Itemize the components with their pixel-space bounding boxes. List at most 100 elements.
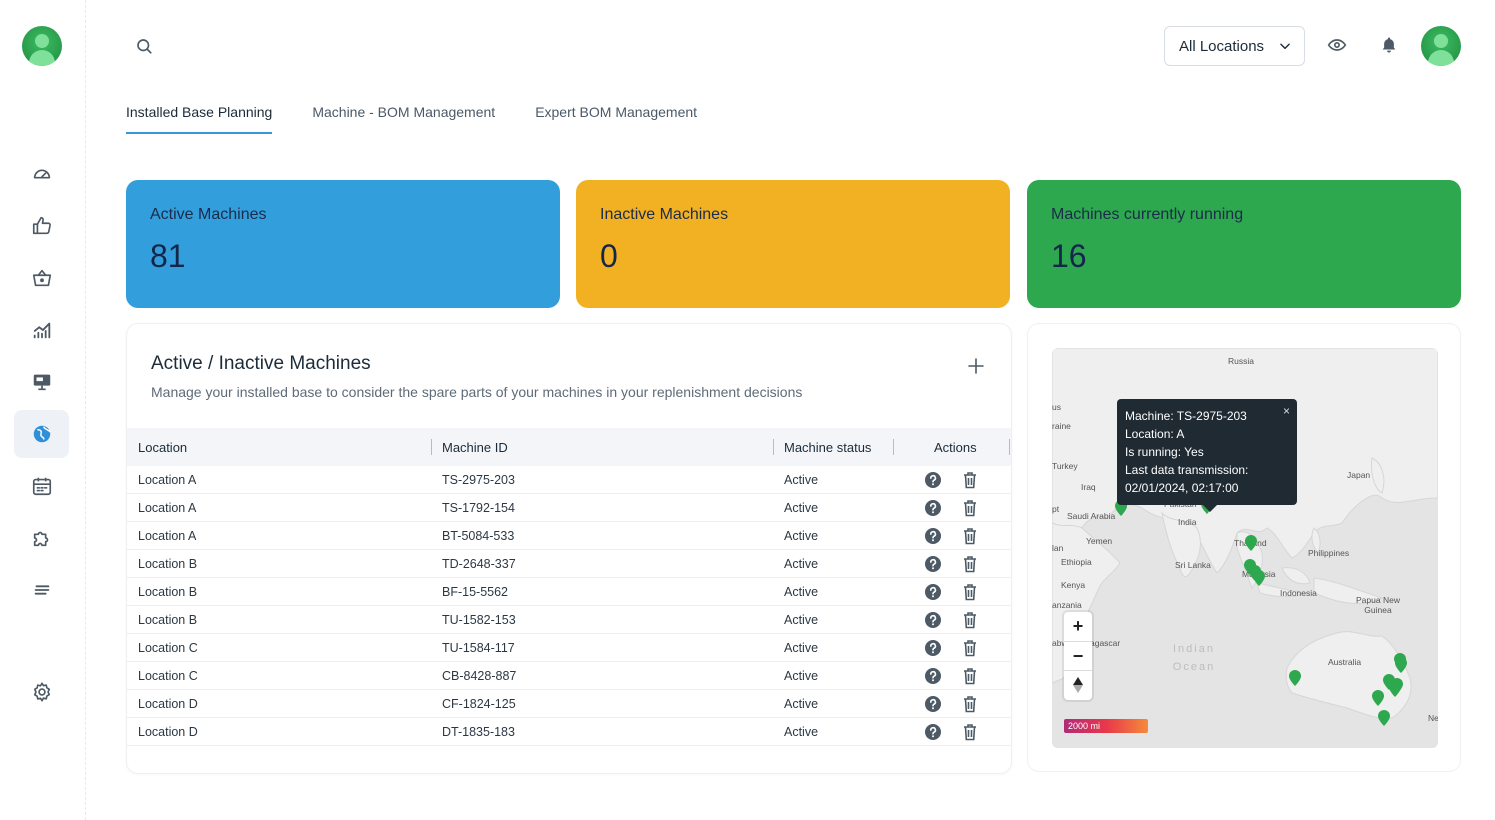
bell-icon xyxy=(1382,37,1396,53)
cell-location: Location D xyxy=(138,697,198,711)
trash-icon[interactable] xyxy=(963,723,977,741)
table-row[interactable]: Location A TS-2975-203 Active xyxy=(127,466,1011,494)
machine-pin[interactable] xyxy=(1253,570,1265,586)
sidebar-item-dashboard[interactable] xyxy=(14,150,69,198)
sidebar-item-machines[interactable] xyxy=(14,358,69,406)
trash-icon[interactable] xyxy=(963,527,977,545)
column-divider[interactable] xyxy=(773,439,774,455)
search-icon xyxy=(137,39,152,54)
trash-icon[interactable] xyxy=(963,639,977,657)
cell-machine-id: CF-1824-125 xyxy=(442,697,516,711)
cell-location: Location A xyxy=(138,473,197,487)
help-icon[interactable] xyxy=(925,612,941,628)
cell-status: Active xyxy=(784,613,819,627)
help-icon[interactable] xyxy=(925,500,941,516)
cell-machine-id: TS-2975-203 xyxy=(442,473,515,487)
sidebar-item-recommendations[interactable] xyxy=(14,202,69,250)
table-row[interactable]: Location A BT-5084-533 Active xyxy=(127,522,1011,550)
machines-panel: Active / Inactive Machines Manage your i… xyxy=(126,323,1012,774)
sidebar-item-orders[interactable] xyxy=(14,254,69,302)
tooltip-last-transmission-label: Last data transmission: xyxy=(1125,463,1249,477)
table-row[interactable]: Location B TD-2648-337 Active xyxy=(127,550,1011,578)
help-icon[interactable] xyxy=(925,640,941,656)
table-row[interactable]: Location D DT-1835-183 Active xyxy=(127,718,1011,746)
machine-tooltip: × Machine: TS-2975-203 Location: A Is ru… xyxy=(1117,399,1297,512)
zoom-in-button[interactable]: + xyxy=(1072,616,1084,636)
table-row[interactable]: Location B TU-1582-153 Active xyxy=(127,606,1011,634)
tooltip-close-button[interactable]: × xyxy=(1282,404,1290,418)
help-icon[interactable] xyxy=(925,472,941,488)
machine-pin[interactable] xyxy=(1289,670,1301,686)
zoom-out-button[interactable]: − xyxy=(1064,641,1092,670)
machine-pin[interactable] xyxy=(1245,535,1257,551)
cell-machine-id: DT-1835-183 xyxy=(442,725,515,739)
location-select[interactable]: All Locations xyxy=(1164,26,1305,66)
cell-status: Active xyxy=(784,529,819,543)
trash-icon[interactable] xyxy=(963,667,977,685)
compass-button[interactable] xyxy=(1064,670,1092,699)
user-avatar[interactable] xyxy=(1421,26,1461,66)
cell-machine-id: TU-1584-117 xyxy=(442,641,515,655)
help-icon[interactable] xyxy=(925,584,941,600)
help-icon[interactable] xyxy=(925,668,941,684)
table-row[interactable]: Location C CB-8428-887 Active xyxy=(127,662,1011,690)
column-header-machine-id[interactable]: Machine ID xyxy=(442,440,508,455)
inactive-machines-card: Inactive Machines 0 xyxy=(576,180,1010,308)
view-toggle-button[interactable] xyxy=(1326,34,1348,56)
sidebar-item-calendar[interactable] xyxy=(14,462,69,510)
help-icon[interactable] xyxy=(925,556,941,572)
machine-pin[interactable] xyxy=(1372,690,1384,706)
help-icon[interactable] xyxy=(925,696,941,712)
column-divider[interactable] xyxy=(893,439,894,455)
cell-location: Location C xyxy=(138,669,198,683)
trash-icon[interactable] xyxy=(963,499,977,517)
tab-installed-base-planning[interactable]: Installed Base Planning xyxy=(126,104,273,134)
table-header: Location Machine ID Machine status Actio… xyxy=(127,428,1011,466)
tab-expert-bom-management[interactable]: Expert BOM Management xyxy=(535,104,698,120)
running-machines-label: Machines currently running xyxy=(1051,206,1244,223)
machine-pin[interactable] xyxy=(1395,657,1407,673)
help-icon[interactable] xyxy=(925,724,941,740)
machine-pin[interactable] xyxy=(1389,681,1401,697)
column-header-location[interactable]: Location xyxy=(138,440,188,455)
column-header-actions: Actions xyxy=(934,440,977,455)
trash-icon[interactable] xyxy=(963,695,977,713)
sidebar-item-installed-base[interactable] xyxy=(14,410,69,458)
trash-icon[interactable] xyxy=(963,471,977,489)
sidebar xyxy=(0,0,86,820)
cell-status: Active xyxy=(784,669,819,683)
machines-map[interactable]: Russia us raine Turkey Iraq pt Saudi Ara… xyxy=(1052,348,1438,748)
speedometer-icon xyxy=(33,169,50,179)
help-icon[interactable] xyxy=(925,528,941,544)
cell-machine-id: TU-1582-153 xyxy=(442,613,516,627)
sidebar-item-logs[interactable] xyxy=(14,566,69,614)
machine-pin[interactable] xyxy=(1378,710,1390,726)
table-row[interactable]: Location D CF-1824-125 Active xyxy=(127,690,1011,718)
table-row[interactable]: Location B BF-15-5562 Active xyxy=(127,578,1011,606)
search-button[interactable] xyxy=(132,34,156,58)
column-divider[interactable] xyxy=(431,439,432,455)
active-machines-value: 81 xyxy=(150,238,186,274)
sidebar-item-integrations[interactable] xyxy=(14,514,69,562)
table-row[interactable]: Location C TU-1584-117 Active xyxy=(127,634,1011,662)
trash-icon[interactable] xyxy=(963,583,977,601)
sidebar-item-analytics[interactable] xyxy=(14,306,69,354)
table-row[interactable]: Location A TS-1792-154 Active xyxy=(127,494,1011,522)
add-machine-button[interactable] xyxy=(965,355,987,377)
tab-machine-bom-management[interactable]: Machine - BOM Management xyxy=(312,104,496,120)
cell-location: Location B xyxy=(138,613,198,627)
cell-machine-id: BT-5084-533 xyxy=(442,529,515,543)
map-label: lan xyxy=(1052,543,1064,553)
trash-icon[interactable] xyxy=(963,611,977,629)
sidebar-item-settings[interactable] xyxy=(14,668,69,716)
logo[interactable] xyxy=(22,26,62,66)
map-label: raine xyxy=(1052,421,1071,431)
calendar-icon xyxy=(32,477,51,496)
notifications-button[interactable] xyxy=(1378,34,1400,56)
chevron-down-icon xyxy=(1280,43,1290,50)
trash-icon[interactable] xyxy=(963,555,977,573)
puzzle-icon xyxy=(33,531,48,547)
plus-icon xyxy=(968,358,984,374)
column-divider[interactable] xyxy=(1009,439,1010,455)
column-header-status[interactable]: Machine status xyxy=(784,440,872,455)
